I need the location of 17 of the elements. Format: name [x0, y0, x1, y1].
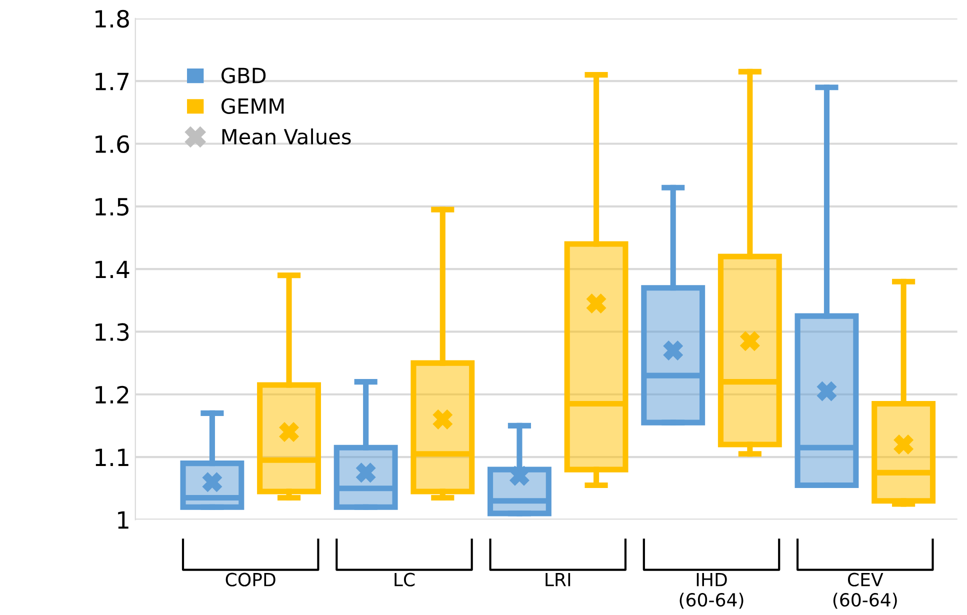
y-tick-label: 1.4 [96, 260, 130, 278]
y-tick-label: 1 [118, 511, 128, 529]
x-tick-label: LC [394, 572, 415, 586]
y-tick-label: 1.1 [96, 448, 128, 466]
y-tick-label: 1.6 [96, 135, 130, 154]
y-tick-label: 1.3 [96, 323, 129, 342]
x-tick-label: CEV (60-64) [833, 572, 897, 609]
legend-label: GBD [222, 68, 266, 84]
x-tick-label: IHD (60-64) [680, 573, 744, 609]
y-tick-label: 1.5 [96, 198, 128, 216]
legend-label: GEMM [222, 98, 284, 114]
y-tick-label: 1.8 [96, 10, 129, 28]
x-tick-label: COPD [226, 572, 276, 586]
legend-label: Mean Values [222, 128, 351, 145]
y-tick-label: 1.2 [96, 386, 128, 404]
x-tick-label: LRI [546, 573, 570, 586]
y-tick-label: 1.7 [96, 72, 128, 90]
